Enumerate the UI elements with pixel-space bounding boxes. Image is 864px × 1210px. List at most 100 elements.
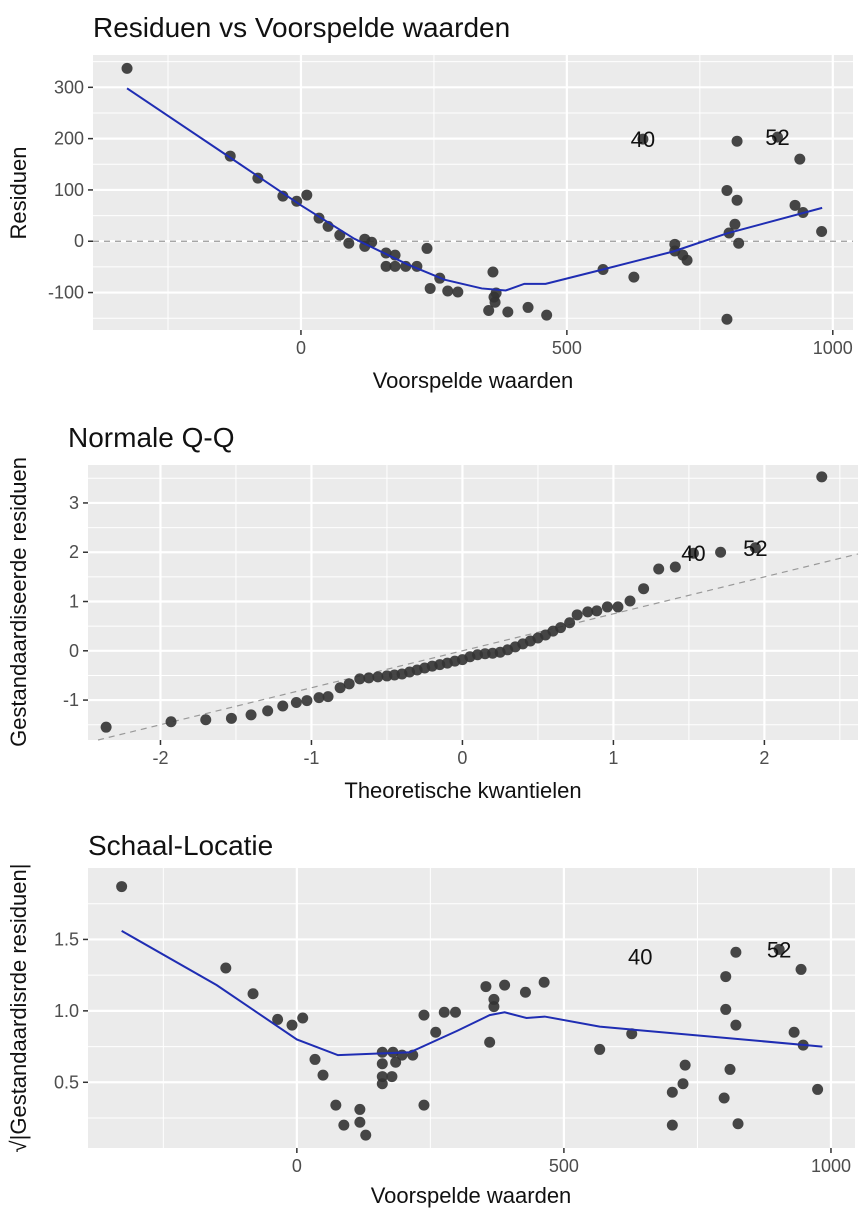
y-axis-label: Residuen [6,147,31,240]
data-point [773,943,785,955]
data-point [438,1006,450,1018]
data-point [354,1116,366,1128]
y-tick-label: 2 [69,542,79,562]
data-point [418,1099,430,1111]
data-point [376,1058,388,1070]
data-point [601,601,613,613]
data-point [720,1003,732,1015]
data-point [721,313,733,325]
data-point [121,62,133,74]
data-point [677,1078,689,1090]
data-point [390,1056,402,1068]
data-point [749,542,761,554]
data-point [541,309,553,321]
data-point [788,1026,800,1038]
x-tick-label: 1 [608,748,618,768]
data-point [730,946,742,958]
data-point [338,1119,350,1131]
point-label: 40 [681,541,705,566]
data-point [637,133,649,145]
data-point [301,695,313,707]
data-point [290,697,302,709]
x-tick-label: 500 [552,338,582,358]
data-point [731,194,743,206]
data-point [733,237,745,249]
data-point [687,547,699,559]
data-point [330,1099,342,1111]
x-tick-label: 0 [292,1156,302,1176]
panel-title: Schaal-Locatie [88,830,273,861]
data-point [286,1019,298,1031]
data-point [681,254,693,266]
data-point [720,971,732,983]
data-point [626,1028,638,1040]
y-tick-label: 0 [69,641,79,661]
data-point [297,1012,309,1024]
plot-background [88,868,855,1148]
data-point [200,714,212,726]
data-point [488,1001,500,1013]
data-point [731,135,743,147]
data-point [624,595,636,607]
data-point [555,622,567,634]
data-point [225,712,237,724]
point-label: 52 [767,937,791,962]
data-point [638,583,650,595]
data-point [386,1071,398,1083]
data-point [816,471,828,483]
data-point [301,189,313,201]
data-point [421,242,433,254]
data-point [418,1009,430,1021]
x-tick-label: -2 [152,748,168,768]
x-tick-label: 1000 [811,1156,851,1176]
data-point [116,881,128,893]
data-point [442,285,454,297]
data-point [794,153,806,165]
data-point [354,673,366,685]
data-point [424,282,436,294]
data-point [715,546,727,558]
data-point [343,237,355,249]
data-point [449,1006,461,1018]
data-point [380,260,392,272]
data-point [718,1092,730,1104]
data-point [522,301,534,313]
panel-title: Residuen vs Voorspelde waarden [93,12,510,43]
data-point [628,271,640,283]
point-label: 52 [743,536,767,561]
data-point [343,678,355,690]
x-tick-label: 2 [759,748,769,768]
y-tick-label: 1.5 [54,929,79,949]
x-tick-label: 0 [296,338,306,358]
data-point [502,306,514,318]
data-point [363,672,375,684]
y-tick-label: -100 [48,283,84,303]
data-point [789,199,801,211]
data-point [653,563,665,575]
data-point [245,709,257,721]
data-point [480,981,492,993]
data-point [669,561,681,573]
data-point [538,976,550,988]
data-point [582,606,594,618]
point-label: 40 [628,945,652,970]
panel-normal-qq: -2 -1 0 1 2 -1 0 1 2 3 40 52 Normale Q-Q Theoretisc… [6,422,859,803]
smooth-line [126,87,823,292]
x-axis-label: Voorspelde waarden [373,368,574,393]
data-point [499,979,511,991]
x-tick-label: 0 [457,748,467,768]
y-tick-label: 1 [69,592,79,612]
data-point [400,260,412,272]
data-point [430,1026,442,1038]
data-point [396,1049,408,1061]
y-axis-label: Gestandaardiseerde residuen [6,457,31,747]
smooth-line [121,929,823,1057]
data-point [571,609,583,621]
panel-scale-location: 0 500 1000 0.5 1.0 1.5 40 52 Schaal-Locatie Voo… [6,830,855,1208]
data-point [277,700,289,712]
data-point [487,266,499,278]
data-point [564,617,576,629]
y-tick-label: 0 [74,231,84,251]
data-point [100,721,112,733]
